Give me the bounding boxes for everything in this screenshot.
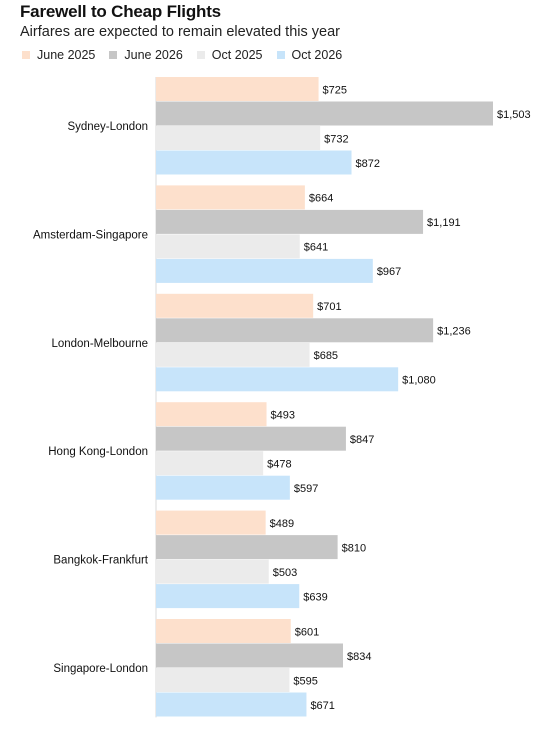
bar: [156, 318, 434, 343]
bar: [156, 101, 493, 126]
value-label: $685: [314, 350, 338, 362]
value-label: $725: [323, 84, 347, 96]
value-label: $601: [295, 626, 319, 638]
bar: [156, 692, 307, 717]
value-label: $489: [270, 518, 294, 530]
value-label: $597: [294, 483, 318, 495]
value-label: $671: [310, 700, 334, 712]
legend-swatch: [22, 51, 30, 59]
value-label: $701: [317, 301, 341, 313]
category-label: Sydney-London: [67, 121, 148, 133]
bar: [156, 258, 373, 283]
value-label: $1,080: [402, 375, 436, 387]
legend-swatch: [276, 51, 285, 59]
value-label: $478: [267, 458, 291, 470]
value-label: $847: [350, 434, 374, 446]
bar-group: London-Melbourne $701 $1,236 $685 $1,080: [51, 293, 471, 392]
legend-label: Oct 2026: [291, 48, 343, 62]
bar: [156, 77, 319, 101]
bar: [156, 584, 300, 609]
value-label: $732: [324, 133, 348, 145]
bar: [156, 150, 352, 175]
bar: [156, 668, 290, 692]
value-label: $595: [293, 675, 317, 687]
value-label: $641: [304, 242, 328, 254]
bar: [156, 451, 264, 476]
bar: [156, 619, 291, 643]
legend: June 2025 June 2026 Oct 2025 Oct 2026: [22, 48, 356, 62]
bar-group: Singapore-London $601 $834 $595 $671: [53, 619, 371, 717]
category-label: Bangkok-Frankfurt: [53, 555, 148, 567]
category-label: Hong Kong-London: [48, 446, 148, 458]
bar: [156, 475, 290, 500]
legend-swatch: [196, 51, 205, 59]
value-label: $1,236: [437, 326, 471, 338]
bar: [156, 234, 300, 259]
legend-swatch: [109, 51, 118, 59]
chart-title: Farewell to Cheap Flights: [20, 2, 221, 21]
value-label: $503: [273, 567, 297, 579]
bar-group: Amsterdam-Singapore $664 $1,191 $641 $967: [33, 185, 461, 283]
bar: [156, 510, 266, 535]
legend-label: June 2025: [37, 48, 96, 62]
legend-item-3: Oct 2026: [276, 48, 343, 62]
bar: [156, 293, 314, 318]
chart-subtitle: Airfares are expected to remain elevated…: [20, 24, 340, 40]
bar-group: Sydney-London $725 $1,503 $732 $872: [67, 77, 531, 175]
bar-group: Bangkok-Frankfurt $489 $810 $503 $639: [53, 510, 366, 609]
legend-label: June 2026: [124, 48, 183, 62]
bar: [156, 643, 343, 668]
value-label: $493: [271, 409, 295, 421]
legend-item-2: Oct 2025: [196, 48, 263, 62]
bar-group: Hong Kong-London $493 $847 $478 $597: [48, 402, 374, 500]
bar: [156, 402, 267, 427]
legend-item-1: June 2026: [109, 48, 183, 62]
bar: [156, 426, 346, 451]
category-label: Singapore-London: [53, 663, 148, 675]
category-label: London-Melbourne: [51, 338, 148, 350]
bar: [156, 126, 321, 150]
value-label: $834: [347, 651, 371, 663]
legend-label: Oct 2025: [211, 48, 263, 62]
value-label: $967: [377, 266, 401, 278]
category-label: Amsterdam-Singapore: [33, 229, 148, 241]
value-label: $810: [342, 542, 366, 554]
bar: [156, 342, 310, 367]
bar: [156, 367, 399, 392]
value-label: $664: [309, 193, 333, 205]
bar: [156, 559, 269, 584]
value-label: $1,191: [427, 217, 461, 229]
bar: [156, 185, 305, 210]
value-label: $872: [356, 158, 380, 170]
bar: [156, 535, 338, 560]
value-label: $1,503: [497, 109, 531, 121]
value-label: $639: [303, 591, 327, 603]
legend-item-0: June 2025: [22, 48, 95, 62]
bar: [156, 209, 424, 234]
